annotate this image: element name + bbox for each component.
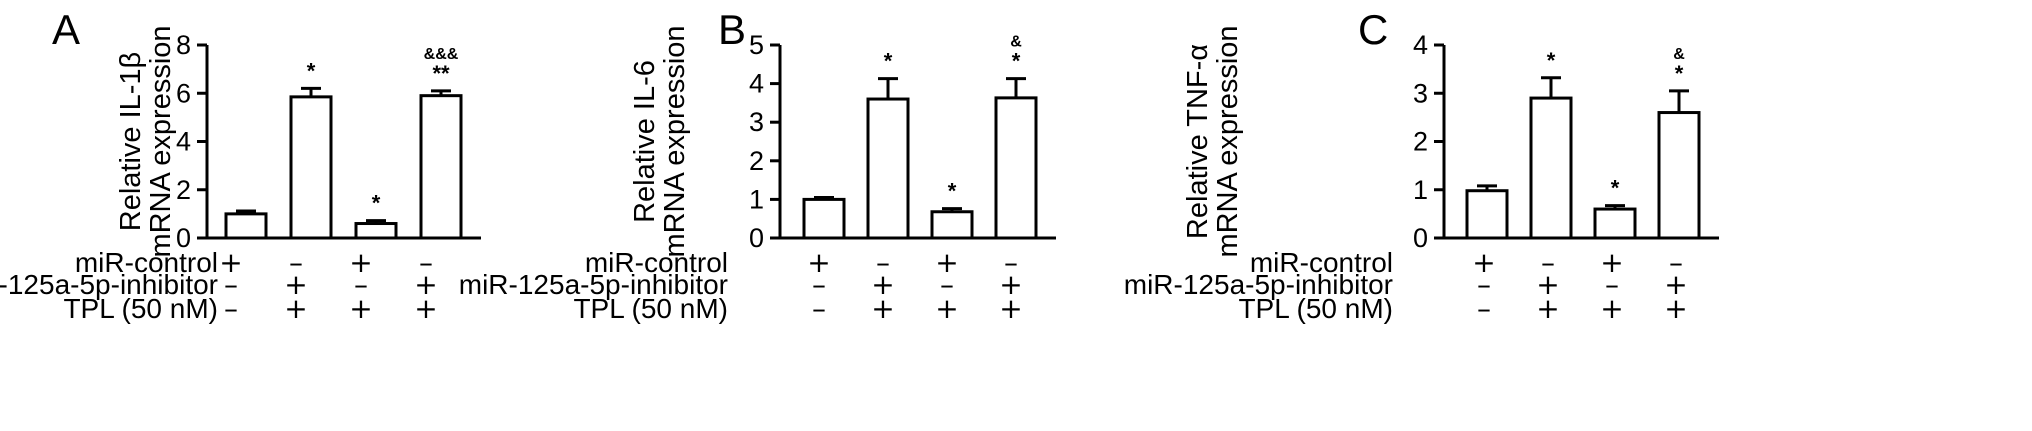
y-tick-label-b-0: 0 [749,223,764,253]
condition-label-a-1: miR-control [75,247,218,278]
condition-mark-c-1-4: – [1669,246,1683,279]
condition-mark-a-2-4: + [414,268,437,301]
panel-letter-c: C [1358,6,1388,53]
panel-letter-b: B [718,6,746,53]
significance-a-3: * [372,191,381,216]
condition-mark-b-3-1: – [812,292,826,325]
condition-mark-c-2-1: – [1477,268,1491,301]
bar-c-2 [1529,96,1573,240]
y-tick-label-c-1: 1 [1413,175,1428,205]
condition-mark-b-2-3: – [940,268,954,301]
significance-a-4: ** [432,61,450,86]
condition-mark-a-3-3: + [349,292,372,325]
panel-letter-a: A [52,6,80,53]
condition-mark-a-3-1: – [224,292,238,325]
significance-a-2: * [307,58,316,83]
condition-mark-a-1-2: – [289,246,303,279]
condition-mark-b-1-3: + [935,246,958,279]
y-axis-label-a-line2: mRNA expression [145,25,177,257]
condition-mark-c-2-3: – [1605,268,1619,301]
significance-ampersand-b-4: & [1010,34,1022,51]
condition-mark-b-2-2: + [871,268,894,301]
condition-label-a-2: miR-125a-5p-inhibitor [0,269,218,300]
condition-mark-c-3-1: – [1477,292,1491,325]
condition-mark-c-1-1: + [1472,246,1495,279]
bar-b-4 [994,96,1038,240]
y-tick-label-b-4: 4 [749,69,764,99]
condition-mark-a-3-4: + [414,292,437,325]
condition-label-b-3: TPL (50 nM) [573,293,728,324]
condition-label-c-2: miR-125a-5p-inhibitor [1124,269,1393,300]
condition-mark-a-1-4: – [419,246,433,279]
condition-mark-b-1-4: – [1004,246,1018,279]
y-tick-label-b-1: 1 [749,184,764,214]
condition-mark-b-3-4: + [999,292,1022,325]
y-tick-label-a-1: 2 [176,175,191,205]
condition-mark-b-1-2: – [876,246,890,279]
y-tick-label-c-4: 4 [1413,30,1428,60]
y-tick-label-c-0: 0 [1413,223,1428,253]
y-tick-label-b-2: 2 [749,146,764,176]
condition-mark-b-1-1: + [807,246,830,279]
y-axis-label-b-line1: Relative IL-6 [629,60,661,223]
condition-mark-b-3-3: + [935,292,958,325]
condition-mark-b-3-2: + [871,292,894,325]
bar-c-3 [1593,207,1637,240]
condition-mark-c-1-2: – [1541,246,1555,279]
condition-label-b-1: miR-control [585,247,728,278]
condition-mark-c-2-2: + [1536,268,1559,301]
condition-mark-c-3-4: + [1664,292,1687,325]
condition-mark-a-2-3: – [354,268,368,301]
condition-label-a-3: TPL (50 nM) [63,293,218,324]
condition-mark-a-1-1: + [219,246,242,279]
y-axis-label-a-line1: Relative IL-1β [115,52,147,231]
bar-b-2 [866,97,910,240]
condition-mark-a-2-1: – [224,268,238,301]
bar-c-1 [1465,189,1509,240]
y-tick-label-a-4: 8 [176,30,191,60]
condition-mark-c-1-3: + [1600,246,1623,279]
bar-a-3 [354,222,398,240]
bar-c-4 [1657,111,1701,240]
significance-b-4: * [1012,49,1021,74]
y-axis-label-c-line2: mRNA expression [1212,25,1244,257]
significance-b-2: * [884,49,893,74]
condition-mark-a-3-2: + [284,292,307,325]
y-axis-label-c-line1: Relative TNF-α [1182,44,1214,239]
y-tick-label-c-3: 3 [1413,78,1428,108]
y-tick-label-a-3: 6 [176,78,191,108]
significance-c-4: * [1675,61,1684,86]
bar-a-2 [289,95,333,240]
condition-mark-a-2-2: + [284,268,307,301]
condition-mark-a-1-3: + [349,246,372,279]
bar-a-4 [419,94,463,240]
y-axis-label-b-line2: mRNA expression [659,25,691,257]
significance-b-3: * [948,179,957,204]
condition-mark-c-3-3: + [1600,292,1623,325]
significance-ampersand-a-4: &&& [424,46,459,63]
y-tick-label-b-5: 5 [749,30,764,60]
y-tick-label-a-0: 0 [176,223,191,253]
bar-b-1 [802,197,846,240]
condition-label-c-3: TPL (50 nM) [1238,293,1393,324]
y-tick-label-c-2: 2 [1413,127,1428,157]
condition-mark-b-2-1: – [812,268,826,301]
condition-mark-c-3-2: + [1536,292,1559,325]
significance-c-2: * [1547,48,1556,73]
condition-label-c-1: miR-control [1250,247,1393,278]
condition-mark-b-2-4: + [999,268,1022,301]
significance-ampersand-c-4: & [1673,46,1685,63]
significance-c-3: * [1611,176,1620,201]
condition-label-b-2: miR-125a-5p-inhibitor [459,269,728,300]
y-tick-label-b-3: 3 [749,107,764,137]
y-tick-label-a-2: 4 [176,127,191,157]
bar-a-1 [224,212,268,240]
condition-mark-c-2-4: + [1664,268,1687,301]
bar-b-3 [930,210,974,240]
